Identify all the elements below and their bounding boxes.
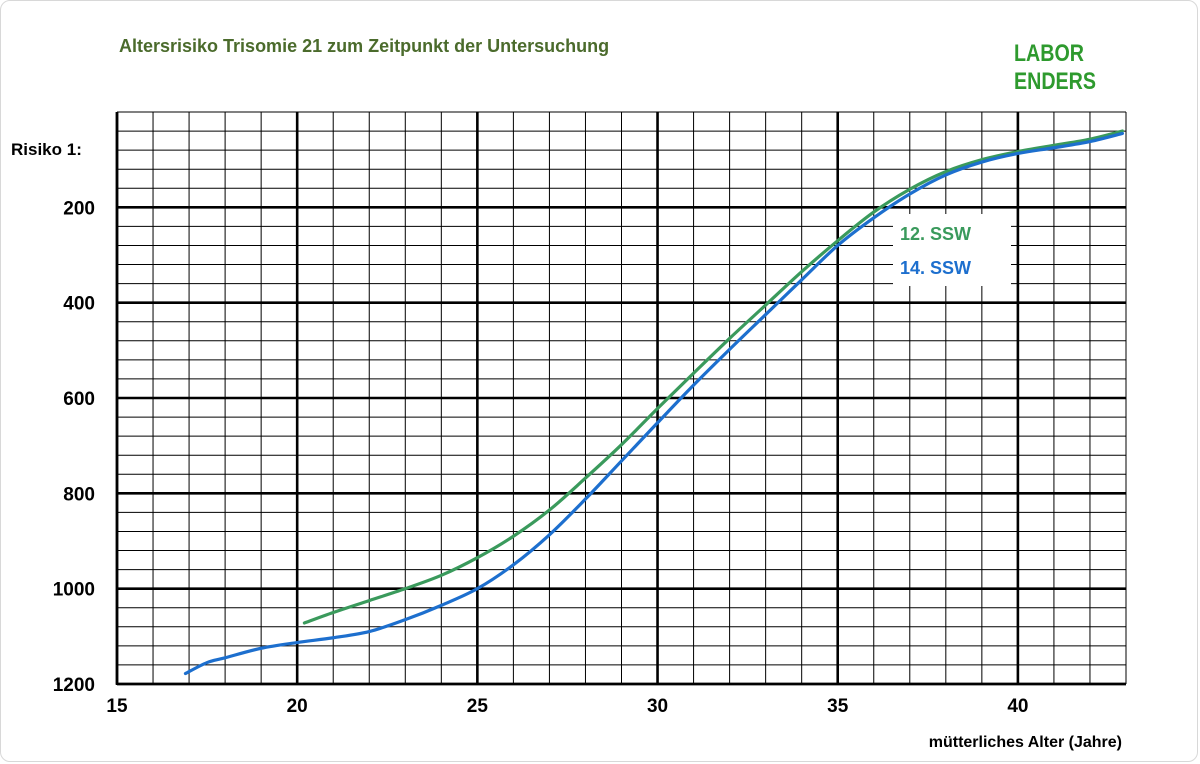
x-tick-label: 25 xyxy=(467,696,489,717)
x-tick-label: 15 xyxy=(106,696,128,717)
legend: 12. SSW 14. SSW xyxy=(893,214,1011,286)
legend-entry: 14. SSW xyxy=(900,258,971,278)
y-tick-label: 200 xyxy=(63,198,95,219)
legend-box xyxy=(893,214,1011,286)
series-lines xyxy=(183,129,1124,676)
brand-logo: LABOR ENDERS xyxy=(1014,40,1097,95)
legend-entry: 12. SSW xyxy=(900,224,971,244)
chart-title: Altersrisiko Trisomie 21 zum Zeitpunkt d… xyxy=(119,36,610,56)
series-line-14-ssw xyxy=(183,131,1124,676)
y-tick-label: 800 xyxy=(63,484,95,505)
grid xyxy=(115,111,1127,686)
y-tick-label: 600 xyxy=(63,389,95,410)
axes: 15 20 25 30 35 40 200 400 600 800 1000 1200 Risiko 1… xyxy=(11,112,1126,751)
x-tick-label: 40 xyxy=(1007,696,1028,717)
y-tick-label: 400 xyxy=(63,294,95,315)
x-axis-label: mütterliches Alter (Jahre) xyxy=(929,734,1122,751)
x-tick-label: 20 xyxy=(287,696,308,717)
y-tick-label: 1000 xyxy=(53,580,95,601)
y-tick-label: 1200 xyxy=(53,675,95,696)
x-tick-label: 30 xyxy=(647,696,668,717)
y-axis-label: Risiko 1: xyxy=(11,140,82,159)
x-tick-label: 35 xyxy=(827,696,849,717)
series-line-12-ssw xyxy=(302,129,1124,625)
